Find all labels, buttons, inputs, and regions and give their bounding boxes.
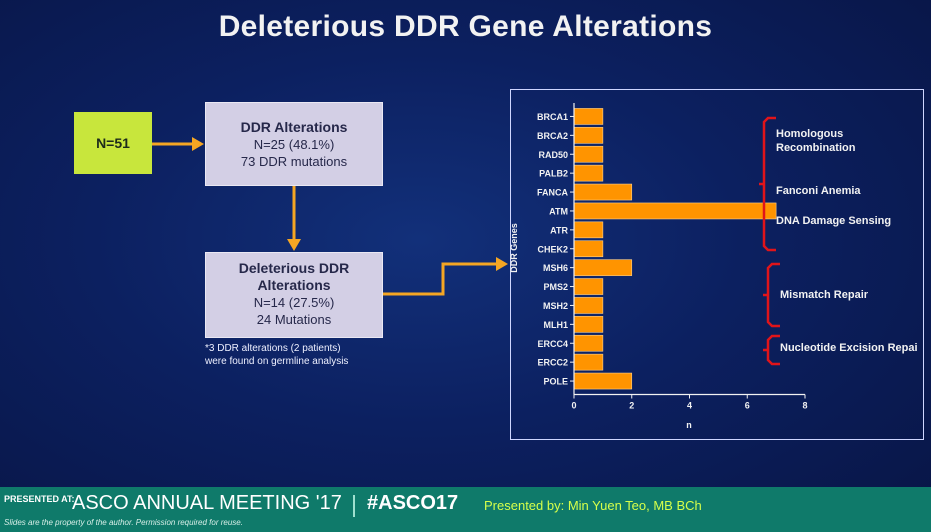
x-tick-4: 4 <box>687 401 692 411</box>
bar-msh6 <box>573 259 633 276</box>
slide-title: Deleterious DDR Gene Alterations <box>218 10 713 43</box>
homologous-recombination-bracket <box>762 116 776 252</box>
germline-note-line1: *3 DDR alterations (2 patients) <box>205 343 341 354</box>
arrowhead-1 <box>192 137 204 151</box>
bar-fanca <box>573 183 633 201</box>
footer-bar: PRESENTED AT: ASCO ANNUAL MEETING '17 #A… <box>0 487 931 532</box>
footer-divider <box>353 495 355 517</box>
arrowhead-2 <box>287 239 301 251</box>
ddr-alterations-box: DDR Alterations N=25 (48.1%) 73 DDR muta… <box>205 102 383 186</box>
meeting-hashtag: #ASCO17 <box>367 492 459 514</box>
y-tick-atm: ATM <box>549 206 568 216</box>
bar-atm <box>573 202 777 220</box>
y-tick-pms2: PMS2 <box>543 282 568 292</box>
y-tick-ercc2: ERCC2 <box>537 358 568 368</box>
y-tick-brca2: BRCA2 <box>537 131 568 141</box>
y-tick-brca1: BRCA1 <box>537 112 568 122</box>
x-axis-label: n <box>686 420 692 430</box>
x-tick-0: 0 <box>571 401 576 411</box>
bar-rad50 <box>573 145 604 163</box>
nucleotide-excision-repair-bracket <box>766 334 780 366</box>
bar-chek2 <box>573 240 604 258</box>
fanconi-anemia-label: Fanconi Anemia <box>776 185 861 197</box>
nucleotide-excision-repair-label: Nucleotide Excision Repai <box>780 342 918 354</box>
bar-brca2 <box>573 127 604 144</box>
mismatch-repair-bracket <box>766 262 780 328</box>
bar-ercc4 <box>573 334 604 352</box>
x-tick-6: 6 <box>745 401 750 411</box>
y-tick-rad50: RAD50 <box>538 150 568 160</box>
mismatch-repair-label: Mismatch Repair <box>780 289 869 301</box>
y-tick-chek2: CHEK2 <box>537 244 568 254</box>
deleterious-heading-line2: Alterations <box>257 277 331 293</box>
chart-frame <box>510 89 924 440</box>
ddr-alterations-count: N=25 (48.1%) <box>253 137 335 152</box>
y-tick-msh2: MSH2 <box>543 301 568 311</box>
x-tick-2: 2 <box>629 401 634 411</box>
bar-mlh1 <box>573 316 604 333</box>
dna-damage-sensing-label: DNA Damage Sensing <box>776 215 891 227</box>
bar-brca1 <box>573 108 604 125</box>
germline-note-line2: were found on germline analysis <box>205 356 349 367</box>
bar-msh2 <box>573 297 604 314</box>
bar-pole <box>573 372 633 390</box>
y-tick-mlh1: MLH1 <box>544 320 569 330</box>
bar-palb2 <box>573 164 604 182</box>
bar-pms2 <box>573 278 604 295</box>
arrow-deleterious-to-chart <box>383 262 497 296</box>
x-tick-8: 8 <box>802 401 807 411</box>
bar-atr <box>573 221 604 239</box>
germline-note: *3 DDR alterations (2 patients) were fou… <box>205 342 348 368</box>
meeting-name: ASCO ANNUAL MEETING '17 <box>72 492 342 514</box>
n-total-box: N=51 <box>74 112 152 174</box>
y-tick-fanca: FANCA <box>537 188 568 198</box>
y-tick-msh6: MSH6 <box>543 263 568 273</box>
deleterious-mutations: 24 Mutations <box>256 312 332 327</box>
y-tick-atr: ATR <box>550 225 568 235</box>
ddr-mutations-count: 73 DDR mutations <box>240 154 348 169</box>
homologous-recombination-label: Homologous <box>776 128 843 140</box>
deleterious-heading-line1: Deleterious DDR <box>238 260 350 276</box>
presented-at-label: PRESENTED AT: <box>4 494 75 504</box>
bar-ercc2 <box>573 353 604 371</box>
homologous-recombination-label: Recombination <box>776 142 856 154</box>
presenter-credit: Presented by: Min Yuen Teo, MB BCh <box>484 498 702 513</box>
ddr-alterations-heading: DDR Alterations <box>240 119 348 135</box>
y-tick-ercc4: ERCC4 <box>537 339 568 349</box>
deleterious-count: N=14 (27.5%) <box>253 295 335 310</box>
y-tick-palb2: PALB2 <box>539 169 568 179</box>
deleterious-alterations-box: Deleterious DDR Alterations N=14 (27.5%)… <box>205 252 383 338</box>
arrowhead-3 <box>496 257 508 271</box>
reuse-disclaimer: Slides are the property of the author. P… <box>4 518 243 527</box>
y-tick-pole: POLE <box>543 377 568 387</box>
y-axis-label: DDR Genes <box>509 223 519 273</box>
